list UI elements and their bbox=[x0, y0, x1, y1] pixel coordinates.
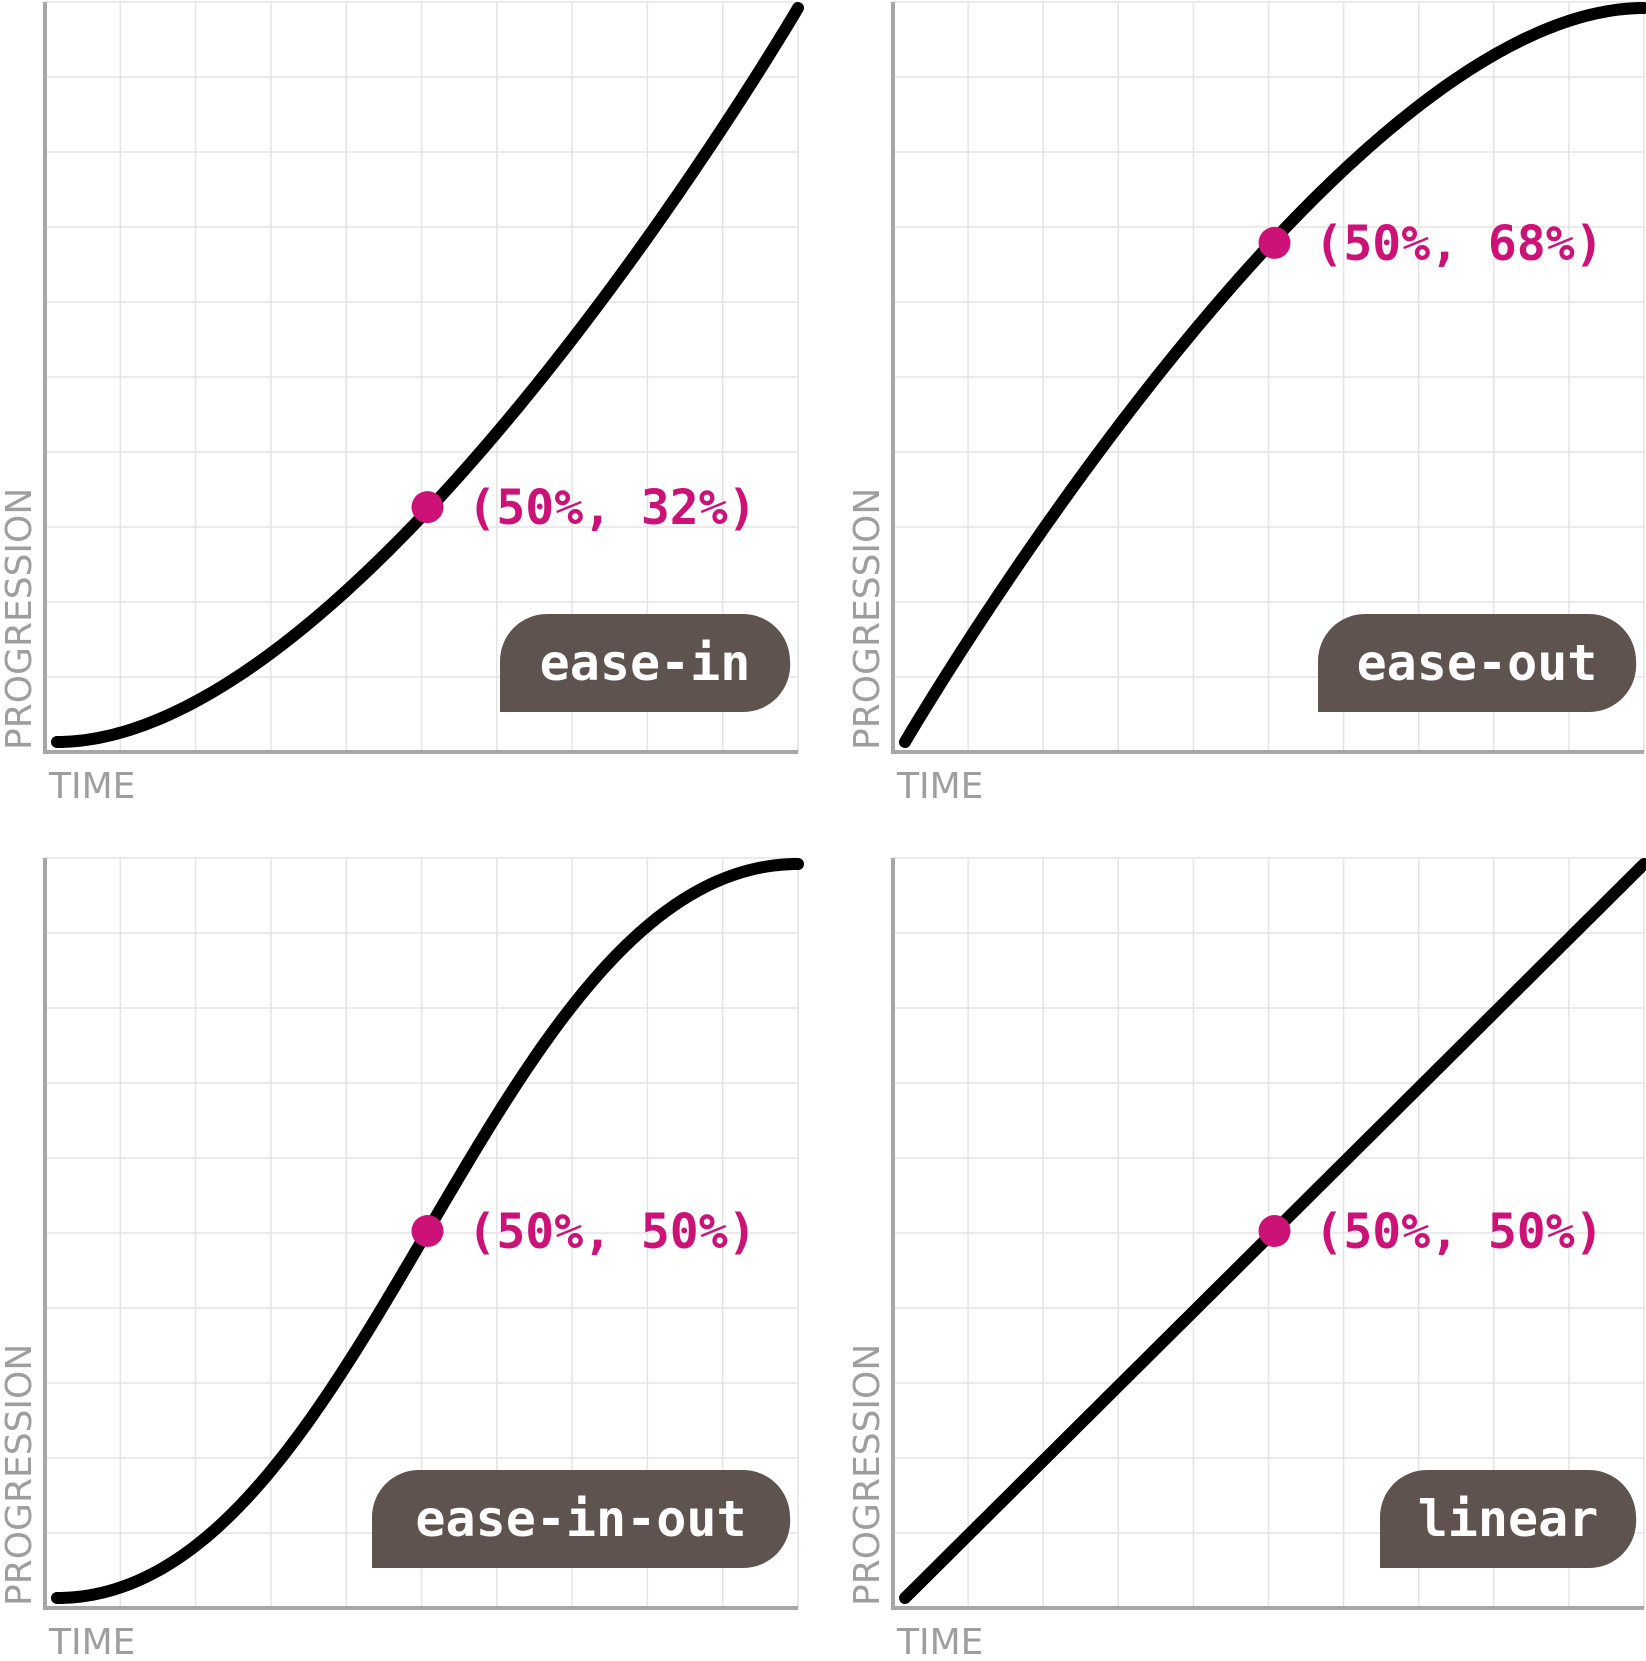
x-axis-label: TIME bbox=[48, 1622, 135, 1661]
grid bbox=[893, 1, 1645, 752]
curve-ease-in bbox=[51, 2, 804, 748]
y-axis-label: PROGRESSION bbox=[0, 488, 40, 750]
badge-ease-out bbox=[1318, 614, 1637, 713]
y-axis-label: PROGRESSION bbox=[847, 488, 888, 750]
x-axis-label: TIME bbox=[896, 766, 983, 807]
y-axis-label: PROGRESSION bbox=[0, 1344, 40, 1606]
highlight-point bbox=[1258, 1215, 1291, 1247]
highlight-label: (50%, 68%) bbox=[1315, 216, 1604, 272]
highlight-label: (50%, 50%) bbox=[468, 1204, 757, 1260]
y-axis-label: PROGRESSION bbox=[847, 1344, 888, 1606]
highlight-label: (50%, 50%) bbox=[1315, 1204, 1604, 1260]
highlight-point bbox=[411, 1215, 444, 1247]
badge-label: linear bbox=[1418, 1490, 1599, 1548]
highlight-label: (50%, 32%) bbox=[468, 480, 757, 536]
x-axis-label: TIME bbox=[48, 766, 135, 807]
badge-ease-in bbox=[500, 614, 791, 713]
badge-ease-in-out bbox=[372, 1470, 791, 1569]
badge-label: ease-out bbox=[1357, 634, 1598, 692]
x-axis-label: TIME bbox=[896, 1622, 983, 1661]
badge-label: ease-in bbox=[540, 634, 751, 692]
badge-linear bbox=[1380, 1470, 1637, 1569]
badge-label: ease-in-out bbox=[415, 1490, 746, 1548]
curve-ease-out bbox=[899, 2, 1646, 748]
highlight-point bbox=[1258, 226, 1291, 259]
highlight-point bbox=[411, 491, 444, 524]
